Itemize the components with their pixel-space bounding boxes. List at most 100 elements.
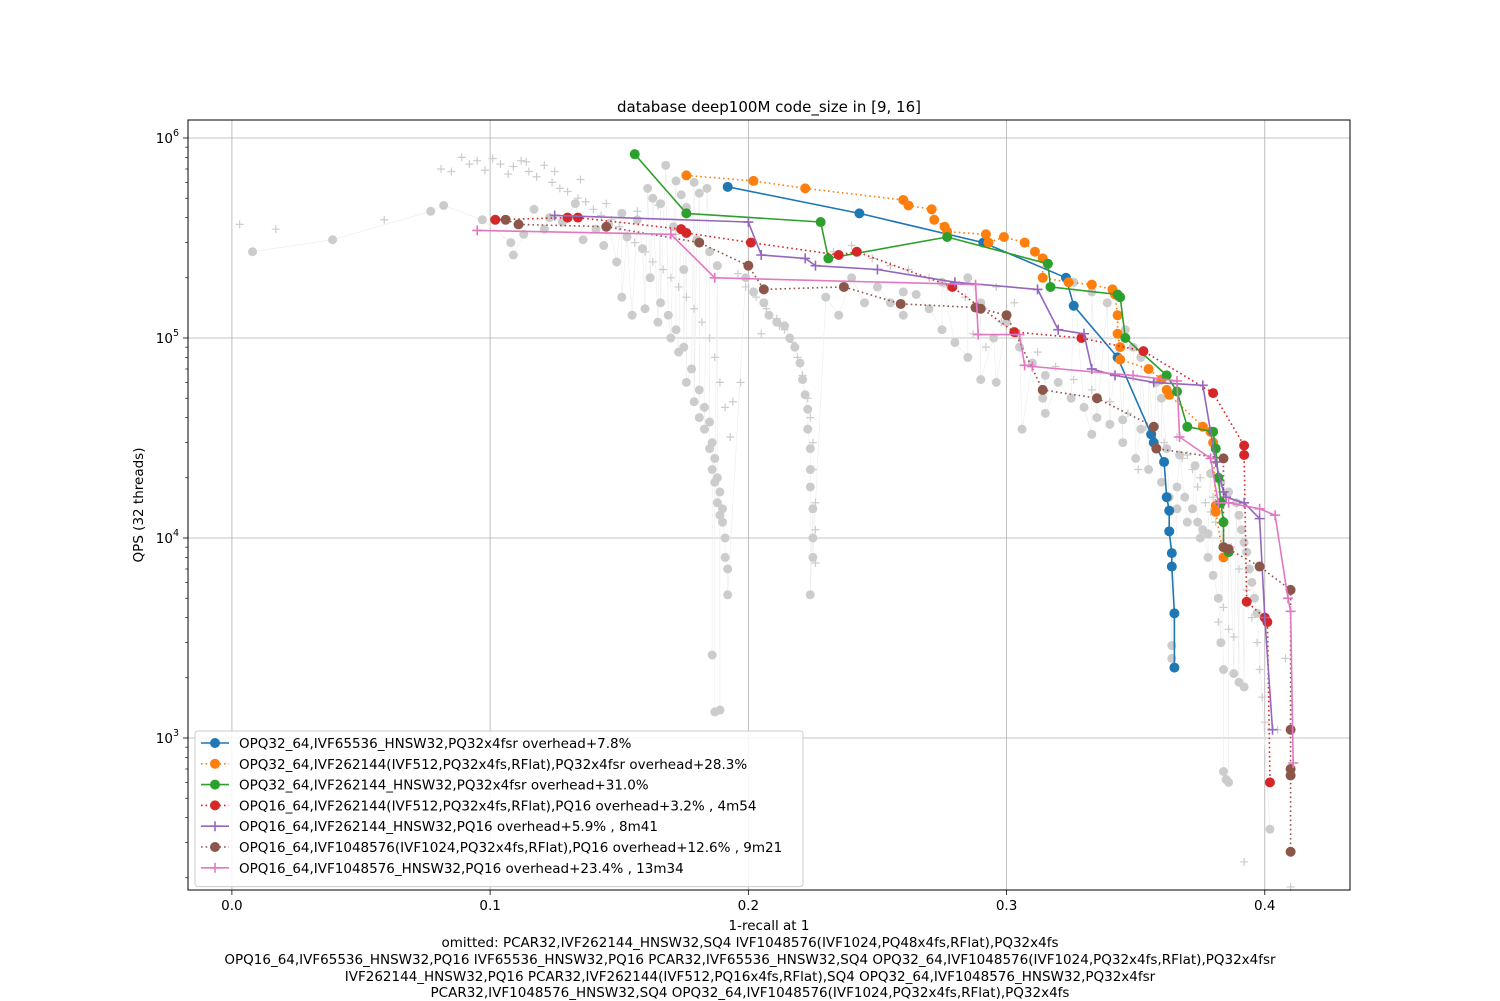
background-point-cross xyxy=(762,304,771,313)
background-point-circle xyxy=(1203,529,1213,539)
omitted-note-line-4: PCAR32,IVF1048576_HNSW32,SQ4 OPQ32_64,IV… xyxy=(430,985,1070,1001)
series-point xyxy=(833,250,844,261)
series-point xyxy=(1112,328,1123,339)
series-point xyxy=(709,272,720,283)
series-point xyxy=(1270,510,1281,521)
background-point-circle xyxy=(328,235,338,245)
background-point-cross xyxy=(1247,613,1256,622)
background-point-cross xyxy=(710,353,719,362)
background-point-cross xyxy=(576,175,585,184)
background-point-circle xyxy=(1156,477,1166,487)
background-point-cross xyxy=(1229,632,1238,641)
series-point xyxy=(1197,380,1208,391)
background-point-circle xyxy=(632,215,642,225)
background-point-cross xyxy=(715,378,724,387)
background-point-circle xyxy=(694,188,704,198)
y-tick-label: 104 xyxy=(156,528,179,547)
series-point xyxy=(1239,440,1250,451)
series-point xyxy=(980,229,991,240)
series-point xyxy=(998,231,1009,242)
series-point xyxy=(1029,246,1040,257)
series-point xyxy=(1115,354,1126,365)
series-7 xyxy=(472,225,1299,768)
background-point-circle xyxy=(689,177,699,187)
series-point xyxy=(1053,324,1064,335)
background-point-cross xyxy=(772,314,781,323)
background-point-cross xyxy=(1183,451,1192,460)
series-point xyxy=(1223,544,1234,555)
series-point xyxy=(1171,375,1182,386)
series-point xyxy=(694,237,705,248)
background-point-circle xyxy=(1224,777,1234,787)
series-point xyxy=(1174,431,1185,442)
series-layer xyxy=(472,149,1299,857)
background-point-circle xyxy=(705,417,715,427)
background-point-circle xyxy=(674,347,684,357)
series-point xyxy=(1166,548,1177,559)
background-point-cross xyxy=(788,338,797,347)
series-point xyxy=(1213,497,1224,508)
background-point-circle xyxy=(668,222,678,232)
background-point-circle xyxy=(1053,377,1063,387)
background-point-cross xyxy=(524,167,533,176)
series-point xyxy=(1223,497,1234,508)
series-point xyxy=(743,260,754,271)
background-point-circle xyxy=(687,364,697,374)
series-point xyxy=(926,204,937,215)
background-point-circle xyxy=(1120,325,1130,335)
background-point-cross xyxy=(1281,654,1290,663)
legend: OPQ32_64,IVF65536_HNSW32,PQ32x4fsr overh… xyxy=(194,730,804,888)
background-point-circle xyxy=(805,482,815,492)
background-point-circle xyxy=(1156,393,1166,403)
background-point-circle xyxy=(1172,482,1182,492)
background-point-circle xyxy=(821,292,831,302)
background-point-circle xyxy=(834,310,844,320)
series-point xyxy=(500,214,511,225)
background-point-cross xyxy=(741,282,750,291)
background-point-cross xyxy=(806,413,815,422)
series-point xyxy=(1221,492,1232,503)
background-point-cross xyxy=(1242,585,1251,594)
background-point-circle xyxy=(681,377,691,387)
background-point-circle xyxy=(1239,537,1249,547)
background-point-circle xyxy=(720,533,730,543)
legend-marker xyxy=(210,842,220,852)
background-point-cross xyxy=(540,161,549,170)
background-point-circle xyxy=(707,465,717,475)
background-point-cross xyxy=(473,156,482,165)
omitted-note-line-2: OPQ16_64,IVF65536_HNSW32,PQ16 IVF65536_H… xyxy=(224,952,1276,968)
background-point-circle xyxy=(991,377,1001,387)
background-point-cross xyxy=(1255,665,1264,674)
background-point-cross xyxy=(1219,603,1228,612)
series-point xyxy=(1169,662,1180,673)
series-point xyxy=(1019,237,1030,248)
background-point-cross xyxy=(235,220,244,229)
series-point xyxy=(572,212,583,223)
background-point-circle xyxy=(1187,504,1197,514)
series-point xyxy=(681,227,692,238)
background-point-cross xyxy=(653,201,662,210)
background-point-circle xyxy=(715,487,725,497)
background-point-cross xyxy=(1069,375,1078,384)
series-point xyxy=(1115,292,1126,303)
background-point-circle xyxy=(599,241,609,251)
background-point-circle xyxy=(645,273,655,283)
background-point-cross xyxy=(648,257,657,266)
series-point xyxy=(1161,370,1172,381)
background-point-circle xyxy=(1105,419,1115,429)
background-points xyxy=(235,153,1295,891)
background-point-circle xyxy=(723,590,733,600)
series-point xyxy=(1037,384,1048,395)
background-point-circle xyxy=(798,375,808,385)
series-point xyxy=(1112,310,1123,321)
series-point xyxy=(1110,370,1121,381)
background-point-cross xyxy=(1193,482,1202,491)
background-point-circle xyxy=(627,310,637,320)
series-point xyxy=(1063,277,1074,288)
background-point-cross xyxy=(602,199,611,208)
series-point xyxy=(549,210,560,221)
background-point-circle xyxy=(715,705,725,715)
series-2 xyxy=(681,170,1229,563)
background-point-cross xyxy=(1234,564,1243,573)
series-point xyxy=(851,246,862,257)
